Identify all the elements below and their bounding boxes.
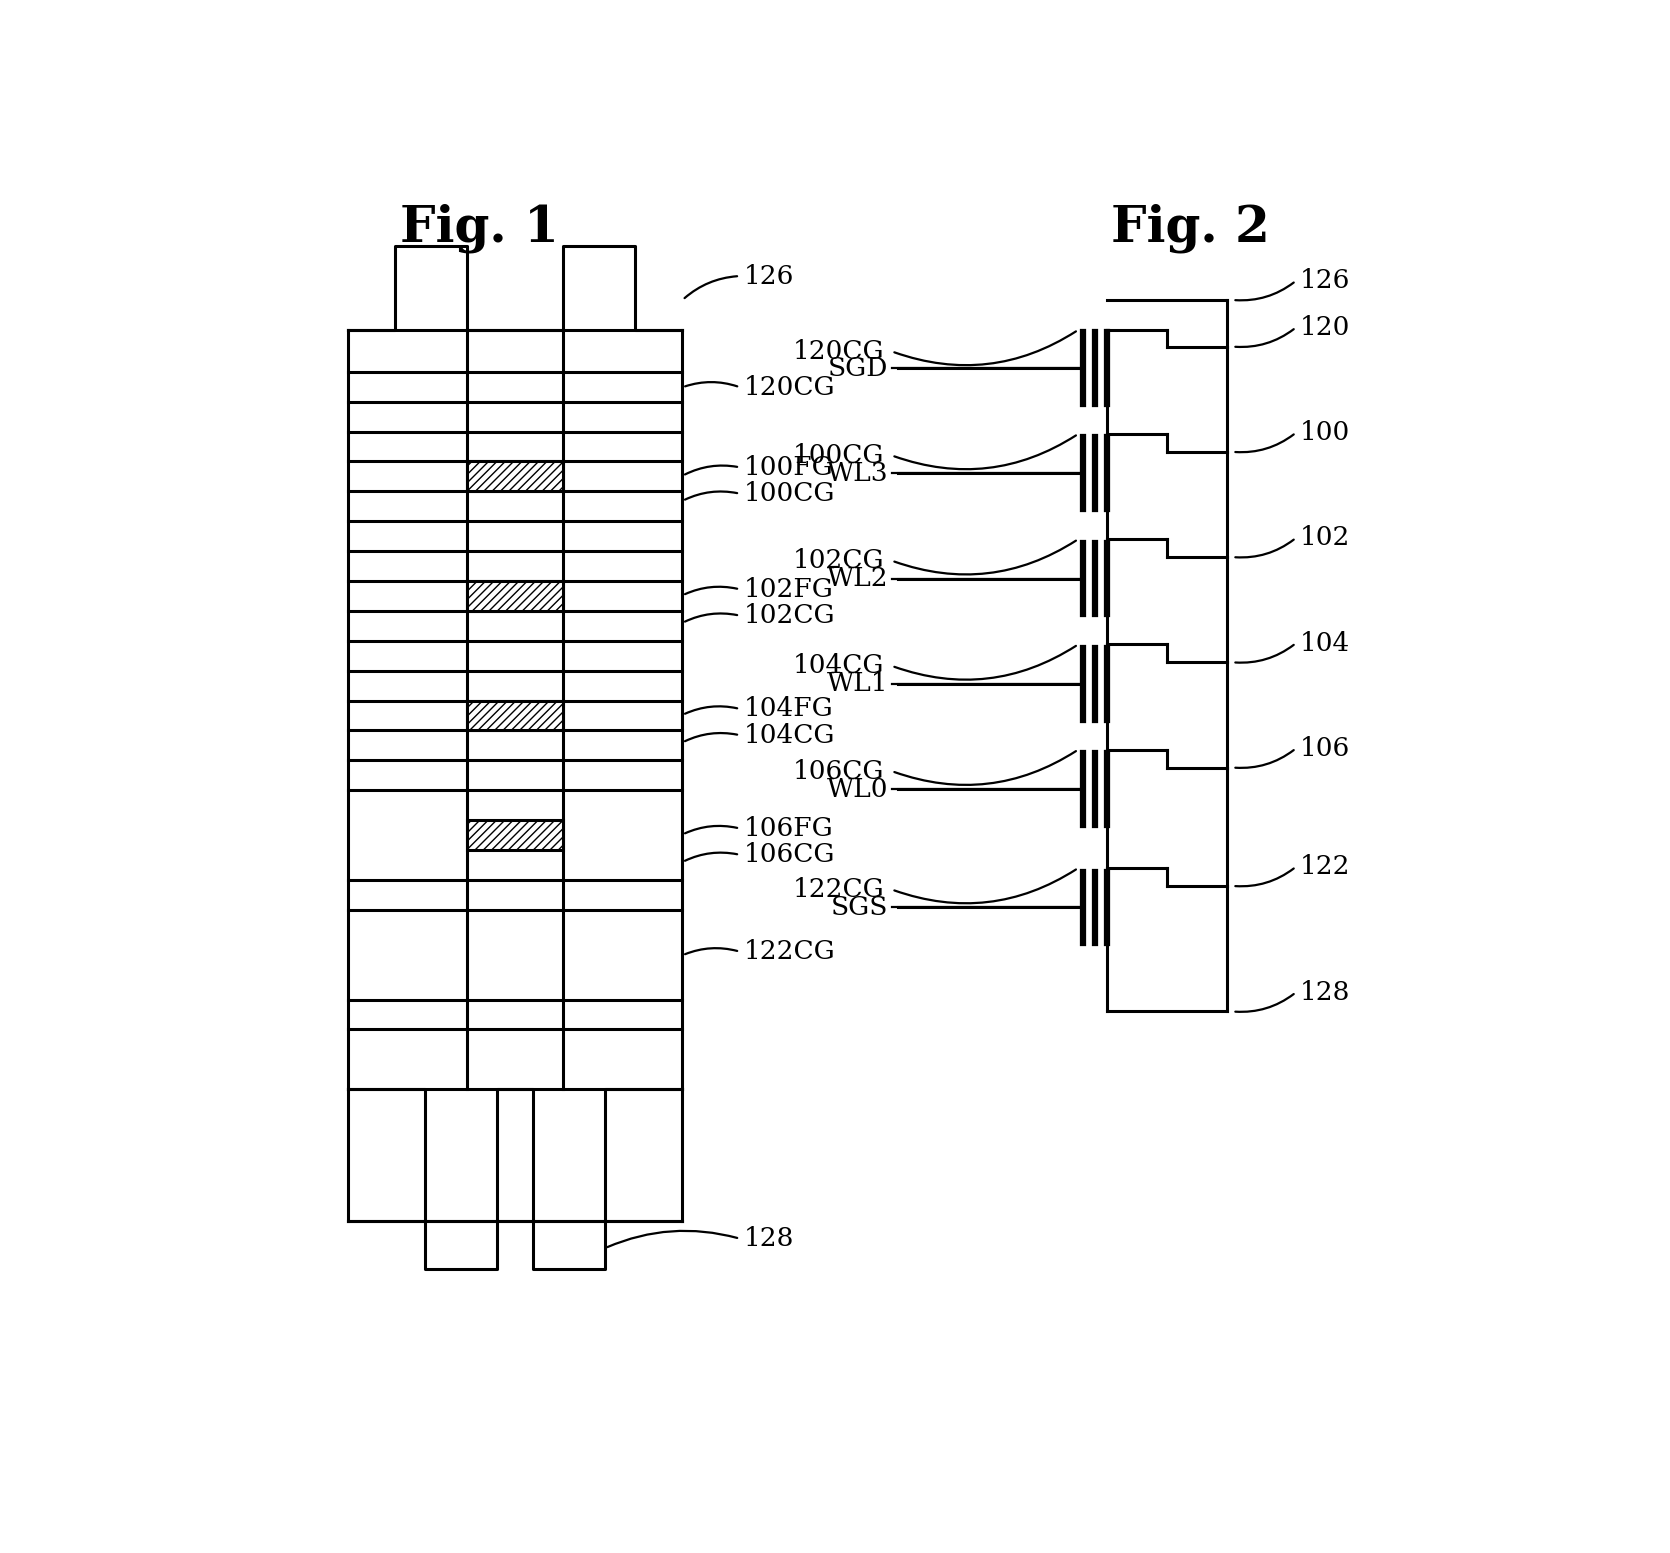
Bar: [468, 700, 563, 730]
Text: 104FG: 104FG: [743, 696, 833, 722]
Text: 102CG: 102CG: [743, 603, 835, 627]
Text: 120CG: 120CG: [743, 374, 835, 399]
Text: 104CG: 104CG: [743, 722, 835, 747]
Text: 122CG: 122CG: [793, 877, 885, 902]
Text: 100CG: 100CG: [793, 443, 885, 467]
Text: 106FG: 106FG: [743, 815, 833, 842]
Text: 122CG: 122CG: [743, 940, 835, 964]
Text: 120CG: 120CG: [793, 339, 885, 363]
Text: 126: 126: [1299, 269, 1349, 294]
Text: 104: 104: [1299, 631, 1349, 655]
Text: WL0: WL0: [827, 776, 888, 801]
Text: Fig. 2: Fig. 2: [1111, 203, 1271, 253]
Text: 104CG: 104CG: [793, 654, 885, 679]
Text: WL1: WL1: [827, 671, 888, 696]
Text: 126: 126: [743, 264, 793, 289]
Bar: [468, 461, 563, 491]
Text: SGS: SGS: [830, 895, 888, 919]
Text: 100CG: 100CG: [743, 481, 835, 506]
Text: 102FG: 102FG: [743, 576, 833, 603]
Text: 100: 100: [1299, 421, 1349, 446]
Text: 122: 122: [1299, 854, 1349, 879]
Text: 120: 120: [1299, 315, 1349, 340]
Text: WL3: WL3: [827, 461, 888, 486]
Text: 128: 128: [1299, 980, 1349, 1005]
Text: 106CG: 106CG: [743, 842, 835, 867]
Text: SGD: SGD: [828, 356, 888, 380]
Text: 100FG: 100FG: [743, 455, 833, 480]
Text: 106: 106: [1299, 736, 1349, 761]
Text: 128: 128: [743, 1227, 793, 1252]
Bar: [468, 581, 563, 610]
Bar: [468, 820, 563, 849]
Text: 102: 102: [1299, 525, 1349, 550]
Text: 102CG: 102CG: [793, 548, 885, 573]
Text: Fig. 1: Fig. 1: [399, 203, 559, 253]
Text: WL2: WL2: [827, 567, 888, 592]
Text: 106CG: 106CG: [793, 758, 885, 784]
